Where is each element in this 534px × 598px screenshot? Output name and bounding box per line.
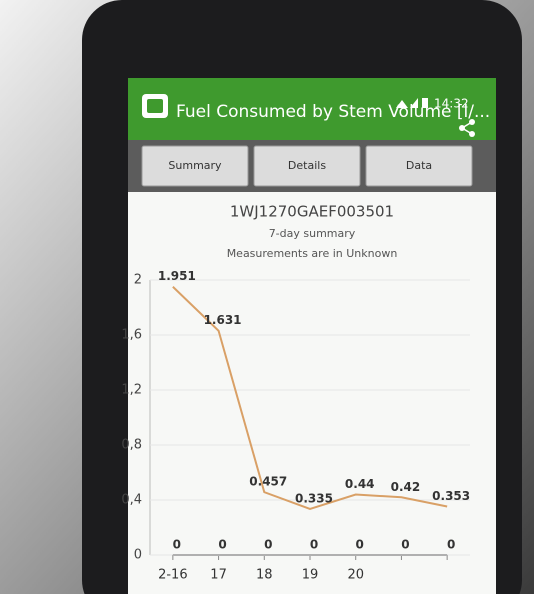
photo: 14:32 Fuel Consumed by Stem Volume [l/..… [0,0,534,594]
x-tick-label: 20 [347,568,364,583]
tab-label[interactable]: Data [406,159,432,172]
y-tick-label: 0,8 [121,438,142,453]
y-tick-label: 0 [134,548,142,563]
data-label: 0.44 [345,477,375,491]
data-label: 0 [264,538,272,552]
y-tick-label: 2 [134,273,142,288]
x-tick-label: 18 [256,568,273,583]
machine-id: 1WJ1270GAEF003501 [230,203,394,221]
y-tick-label: 1,6 [121,328,142,343]
y-tick-label: 0,4 [121,493,142,508]
x-tick-label: 17 [210,568,227,583]
x-tick-label: 2-16 [158,568,188,583]
data-label: 0 [447,538,455,552]
data-label: 0 [173,538,181,552]
data-label: 0.457 [249,475,287,489]
data-label: 0 [218,538,226,552]
data-label: 0 [310,538,318,552]
y-tick-label: 1,2 [121,383,142,398]
data-label: 0 [356,538,364,552]
data-label: 1.631 [204,313,242,327]
data-label: 0 [401,538,409,552]
period: 7-day summary [269,227,356,240]
data-label: 0.42 [391,480,421,494]
app-icon-inner [147,99,163,113]
x-tick-label: 19 [302,568,319,583]
tab-label[interactable]: Details [288,159,326,172]
data-label: 0.335 [295,491,333,505]
units-note: Measurements are in Unknown [227,247,398,260]
data-label: 1.951 [158,269,196,283]
tab-label[interactable]: Summary [168,159,222,172]
data-label: 0.353 [432,489,470,503]
app-title: Fuel Consumed by Stem Volume [l/... [176,102,490,122]
